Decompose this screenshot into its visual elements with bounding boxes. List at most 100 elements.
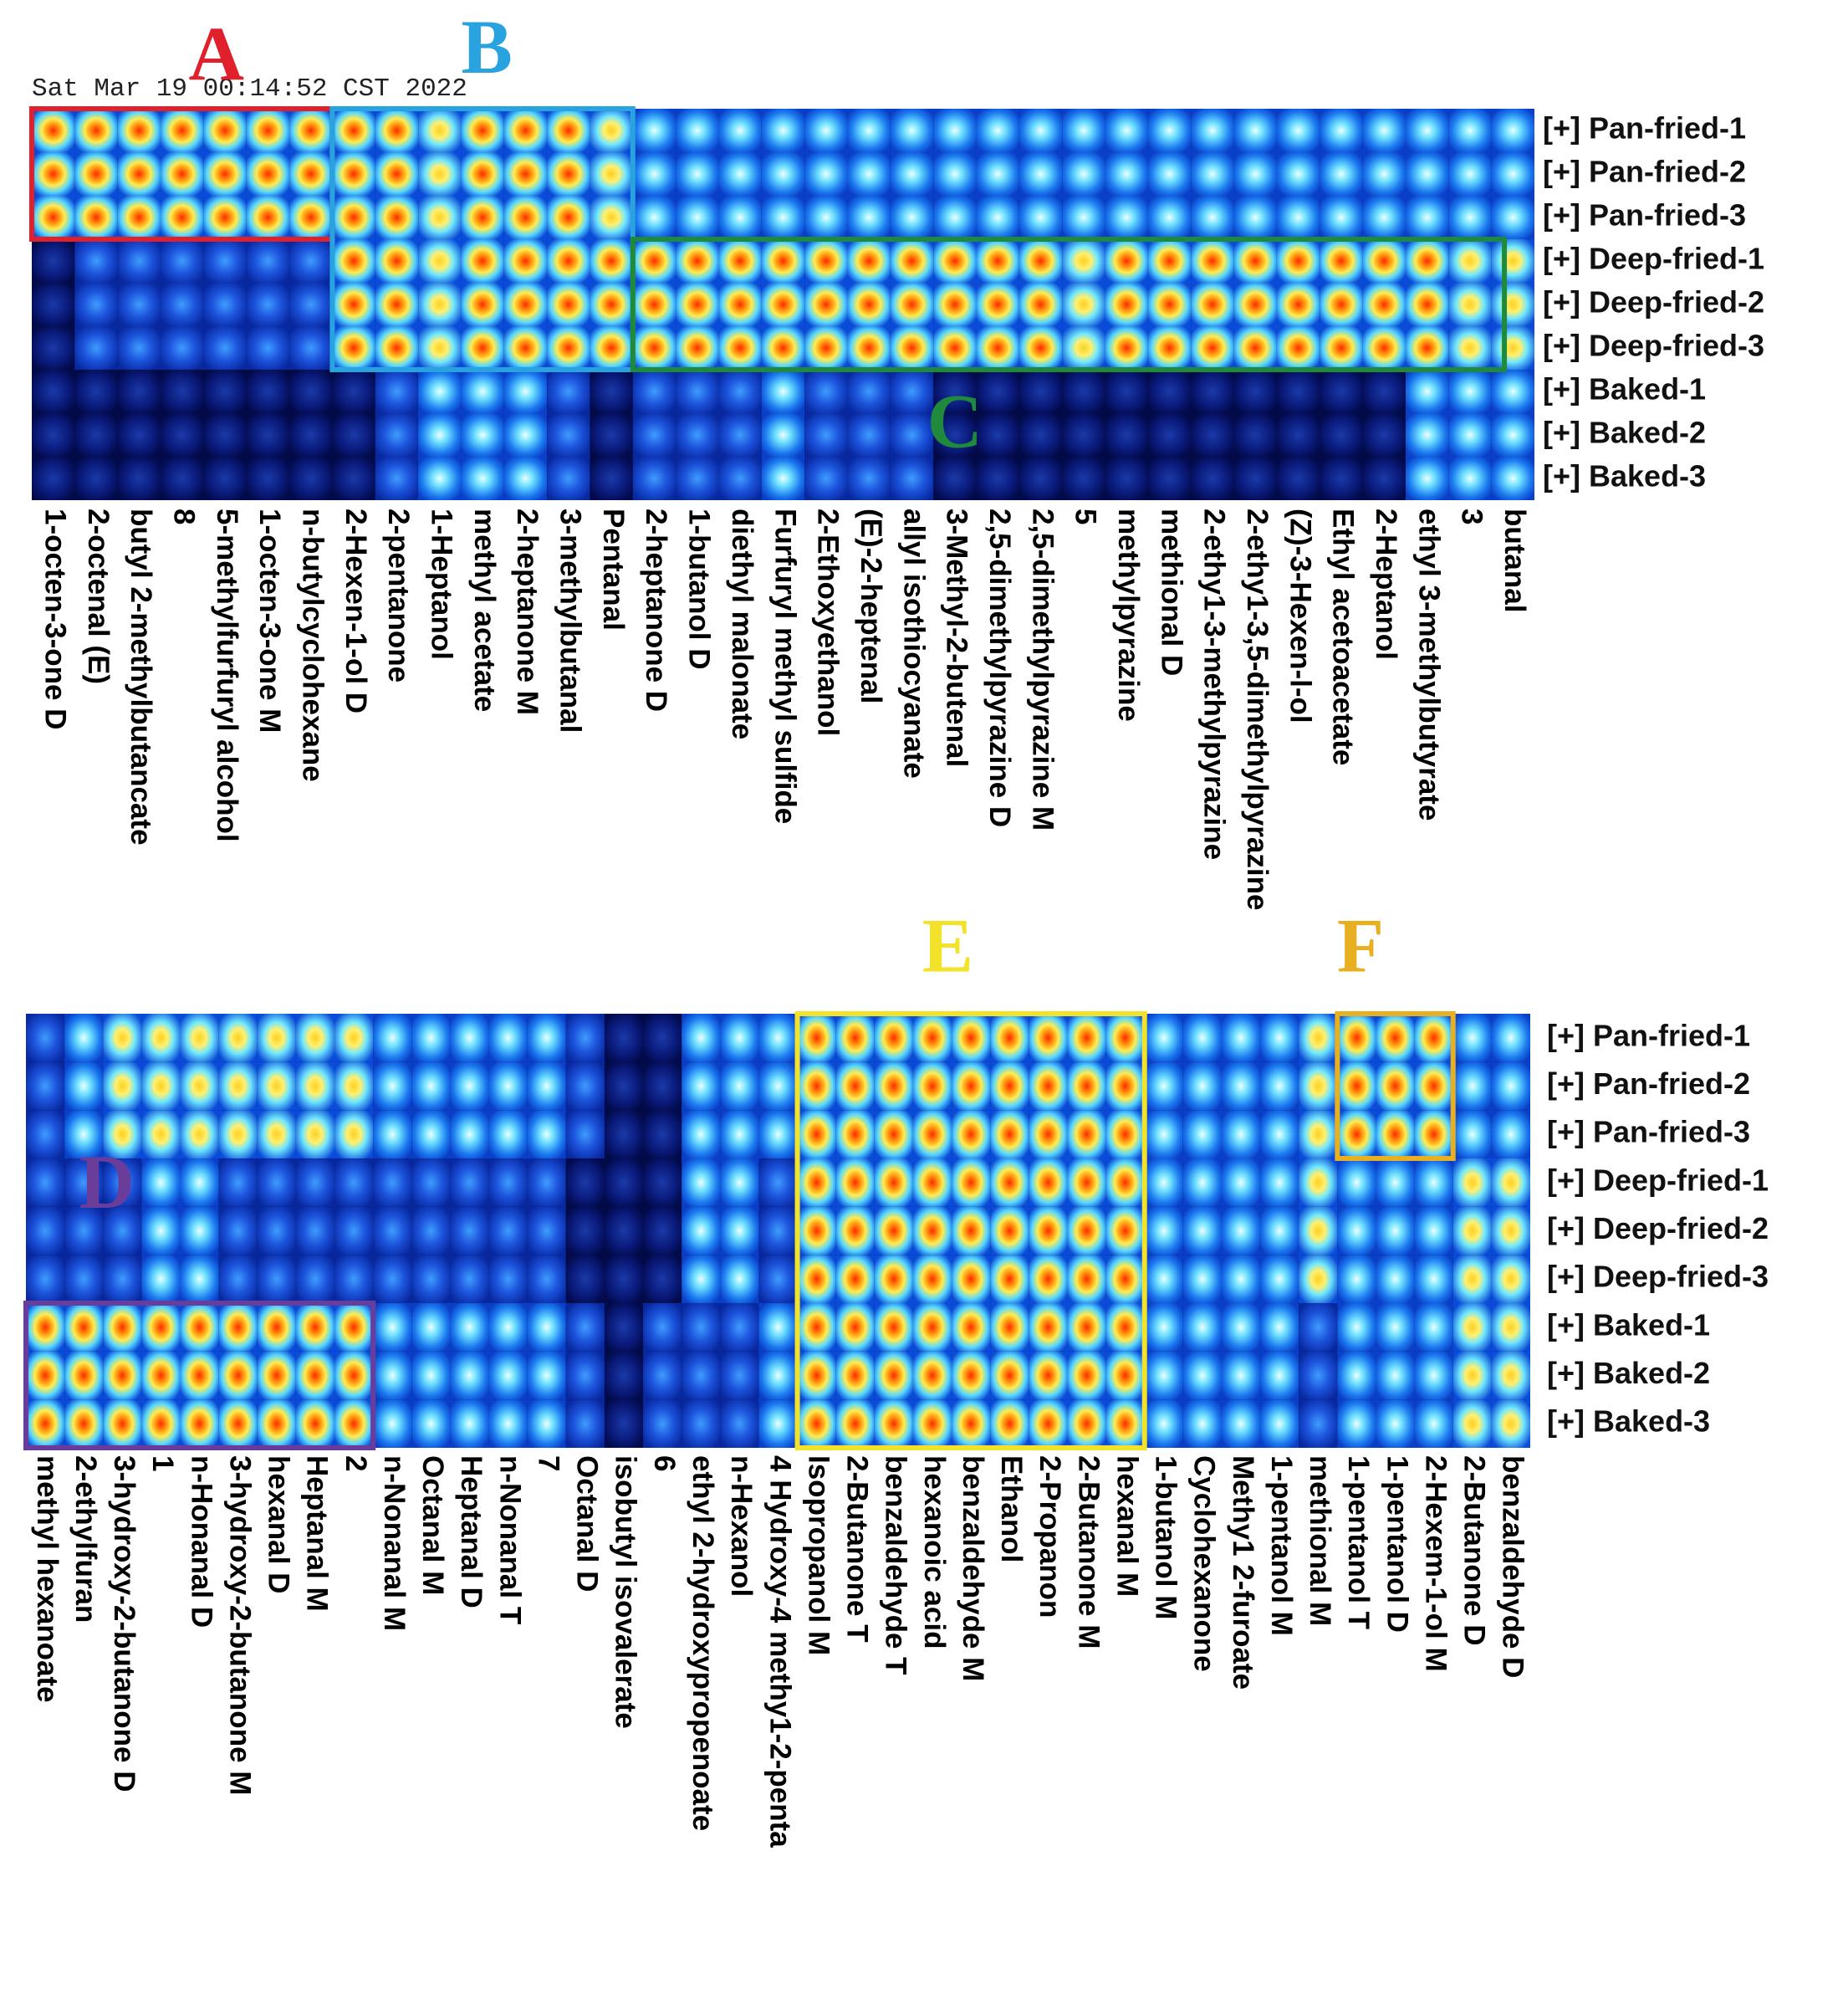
heat-cell bbox=[1105, 152, 1148, 196]
heat-cell bbox=[804, 413, 848, 457]
heat-cell bbox=[375, 326, 419, 370]
heat-cell bbox=[761, 413, 805, 457]
heat-cell bbox=[682, 1206, 721, 1255]
heat-cell bbox=[1414, 1206, 1453, 1255]
heat-cell bbox=[761, 109, 805, 152]
heat-cell bbox=[643, 1014, 682, 1062]
heat-cell bbox=[1299, 1061, 1338, 1111]
heat-cell bbox=[874, 1014, 913, 1062]
heat-cell bbox=[952, 1061, 991, 1111]
heat-cell bbox=[257, 1351, 296, 1400]
heat-cell bbox=[1067, 1061, 1106, 1111]
heat-cell bbox=[758, 1206, 798, 1255]
heat-cell bbox=[835, 1206, 875, 1255]
heat-cell bbox=[1062, 283, 1105, 326]
heat-cell bbox=[1105, 1303, 1145, 1352]
heat-cell bbox=[64, 1110, 104, 1158]
heat-cell bbox=[257, 1255, 296, 1303]
heat-cell bbox=[103, 1110, 142, 1158]
heat-cell bbox=[1105, 239, 1148, 283]
heat-cell bbox=[1362, 283, 1406, 326]
heat-cell bbox=[1491, 1399, 1530, 1448]
highlight-box bbox=[630, 237, 1508, 372]
heat-cell bbox=[375, 239, 419, 283]
heat-cell bbox=[643, 1110, 682, 1158]
heat-cell bbox=[1221, 1206, 1261, 1255]
heat-cell bbox=[682, 1061, 721, 1111]
heat-cell bbox=[1191, 457, 1234, 500]
heat-cell bbox=[1299, 1158, 1338, 1207]
heat-cell bbox=[180, 1158, 219, 1207]
row-label: [+] Baked-2 bbox=[1547, 1356, 1710, 1390]
heat-cell bbox=[847, 109, 891, 152]
heat-cell bbox=[246, 283, 290, 326]
heat-cell bbox=[1491, 1061, 1530, 1111]
heat-cell bbox=[203, 370, 247, 413]
heat-cell bbox=[604, 1014, 644, 1062]
heat-cell bbox=[547, 370, 590, 413]
heat-cell bbox=[1182, 1399, 1222, 1448]
heat-cell bbox=[718, 283, 762, 326]
heat-cell bbox=[1452, 1061, 1492, 1111]
heat-cell bbox=[488, 1206, 528, 1255]
heat-cell bbox=[334, 1014, 374, 1062]
heat-cell bbox=[682, 1399, 721, 1448]
heat-cell bbox=[1448, 457, 1492, 500]
column-label: ethyl 3-methylbutyrate bbox=[1412, 509, 1445, 821]
heat-cell bbox=[632, 457, 676, 500]
heat-cell bbox=[461, 109, 504, 152]
heat-cell bbox=[203, 326, 247, 370]
heat-cell bbox=[1105, 283, 1148, 326]
heat-cell bbox=[1018, 283, 1063, 326]
heat-cell bbox=[74, 239, 118, 283]
heat-cell bbox=[1221, 1110, 1261, 1158]
heat-cell bbox=[718, 152, 762, 196]
heat-cell bbox=[141, 1014, 181, 1062]
heat-cell bbox=[1299, 1255, 1338, 1303]
row-label: [+] Baked-3 bbox=[1547, 1404, 1710, 1439]
heat-cell bbox=[332, 326, 375, 370]
heat-cell bbox=[1105, 413, 1148, 457]
heat-cell bbox=[676, 283, 719, 326]
heat-cell bbox=[257, 1399, 296, 1448]
heat-cell bbox=[1260, 1399, 1299, 1448]
heat-cell bbox=[1491, 283, 1534, 326]
heat-cell bbox=[1405, 413, 1449, 457]
heat-cell bbox=[976, 326, 1019, 370]
heat-cell bbox=[1299, 1014, 1338, 1062]
heat-cell bbox=[461, 239, 504, 283]
column-label: diethyl malonate bbox=[726, 509, 758, 739]
heat-cell bbox=[1105, 1399, 1145, 1448]
heat-cell bbox=[720, 1158, 759, 1207]
column-label: 2,5-dimethylpyrazine M bbox=[1026, 509, 1059, 831]
heat-cell bbox=[289, 370, 333, 413]
heat-cell bbox=[1221, 1158, 1261, 1207]
region-letter: D bbox=[79, 1139, 135, 1225]
heat-cell bbox=[295, 1255, 335, 1303]
heat-cell bbox=[373, 1399, 412, 1448]
heat-cell bbox=[246, 196, 290, 239]
heat-cell bbox=[1105, 1206, 1145, 1255]
heat-cell bbox=[1144, 1351, 1183, 1400]
heat-cell bbox=[1029, 1206, 1068, 1255]
heat-cell bbox=[1452, 1110, 1492, 1158]
heat-cell bbox=[1260, 1351, 1299, 1400]
heat-cell bbox=[761, 239, 805, 283]
heat-cell bbox=[117, 239, 161, 283]
heat-cell bbox=[141, 1351, 181, 1400]
heat-cell bbox=[527, 1158, 566, 1207]
heat-cell bbox=[503, 109, 548, 152]
heat-cell bbox=[1320, 109, 1363, 152]
heat-cell bbox=[1405, 196, 1449, 239]
heat-cell bbox=[161, 413, 204, 457]
heat-cell bbox=[720, 1303, 759, 1352]
column-label: methional M bbox=[1304, 1455, 1336, 1626]
heat-cell bbox=[1105, 109, 1148, 152]
heat-cell bbox=[1062, 109, 1105, 152]
heat-cell bbox=[117, 283, 161, 326]
heat-cell bbox=[1376, 1014, 1415, 1062]
column-label: 7 bbox=[532, 1455, 564, 1471]
column-label: Methy1 2-furoate bbox=[1227, 1455, 1259, 1690]
heat-cell bbox=[332, 239, 375, 283]
